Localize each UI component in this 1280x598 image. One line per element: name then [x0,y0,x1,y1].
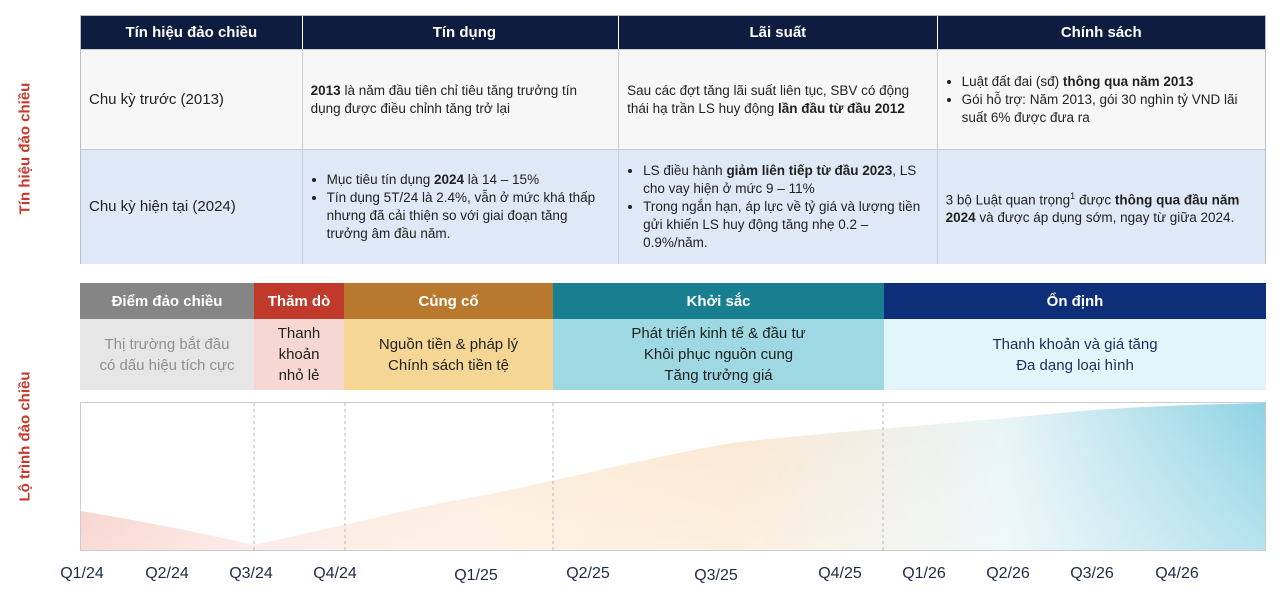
header-rate: Lãi suất [619,16,938,49]
list-item: Tín dụng 5T/24 là 2.4%, vẫn ở mức khá th… [327,189,610,243]
tick-label: Q1/25 [454,567,498,584]
tick-label: Q4/25 [818,565,862,582]
roadmap-area-svg [81,403,1265,550]
header-policy: Chính sách [1060,24,1142,41]
policy-cell-2013: Luật đất đai (sđ) thông qua năm 2013 Gói… [938,50,1265,149]
list-item: Luật đất đai (sđ) thông qua năm 2013 [962,73,1257,91]
list-item: LS điều hành giảm liên tiếp từ đầu 2023,… [643,162,928,198]
list-item: Mục tiêu tín dụng 2024 là 14 – 15% [327,171,610,189]
list-item: Gói hỗ trợ: Năm 2013, gói 30 nghìn tỷ VN… [962,91,1257,127]
stage-title: Thăm dò [254,283,344,319]
tick-label: Q4/26 [1155,565,1199,582]
row-label-2013: Chu kỳ trước (2013) [81,50,303,149]
tick-label: Q1/24 [60,565,104,582]
policy-cell-2024: 3 bộ Luật quan trọng1 được thông qua đầu… [945,190,1240,226]
stage-body: Thanh khoản nhỏ lẻ [254,319,344,390]
tick-label: Q2/25 [566,565,610,582]
stage-body: Thanh khoản và giá tăng Đa dạng loại hình [884,319,1266,390]
stage-body: Phát triển kinh tế & đầu tư Khôi phục ngu… [553,319,884,390]
rate-cell-2013: Sau các đợt tăng lãi suất liên tục, SBV … [619,50,938,149]
list-item: Trong ngắn hạn, áp lực về tỷ giá và lượn… [643,198,928,252]
header-credit: Tín dụng [303,16,620,49]
stage-title: Củng cố [344,283,553,319]
header-signal: Tín hiệu đảo chiều [81,16,303,49]
credit-cell-2013: 2013 là năm đầu tiên chỉ tiêu tăng trưởn… [303,50,620,149]
rate-cell-2024: LS điều hành giảm liên tiếp từ đầu 2023,… [619,150,938,264]
tick-label: Q2/26 [986,565,1030,582]
tick-label: Q3/26 [1070,565,1114,582]
row-label-2024: Chu kỳ hiện tại (2024) [81,150,303,264]
stage-body: Nguồn tiền & pháp lý Chính sách tiền tệ [344,319,553,390]
signals-table: Tín hiệu đảo chiều Tín dụng Lãi suất Chí… [80,15,1266,264]
tick-label: Q1/26 [902,565,946,582]
tick-label: Q2/24 [145,565,189,582]
roadmap-chart [80,402,1266,551]
roadmap-side-label: Lộ trình đảo chiều [16,371,34,502]
stage-title: Ổn định [884,283,1266,319]
stage-title: Khởi sắc [553,283,884,319]
stage-turning-point: Điểm đảo chiều Thị trường bắt đầu có dấu … [80,283,254,390]
stage-consolidate: Củng cố Nguồn tiền & pháp lý Chính sách t… [344,283,553,390]
signals-side-label: Tín hiệu đảo chiều [16,82,34,215]
stage-recovery: Khởi sắc Phát triển kinh tế & đầu tư Khôi… [553,283,884,390]
tick-label: Q3/25 [694,567,738,584]
tick-label: Q3/24 [229,565,273,582]
table-row-2024: Chu kỳ hiện tại (2024) Mục tiêu tín dụng… [81,149,1265,264]
table-row-2013: Chu kỳ trước (2013) 2013 là năm đầu tiên… [81,49,1265,149]
tick-label: Q4/24 [313,565,357,582]
stage-title: Điểm đảo chiều [80,283,254,319]
stage-probe: Thăm dò Thanh khoản nhỏ lẻ [254,283,344,390]
credit-cell-2024: Mục tiêu tín dụng 2024 là 14 – 15% Tín d… [303,150,620,264]
table-header-row: Tín hiệu đảo chiều Tín dụng Lãi suất Chí… [81,16,1265,49]
stage-body: Thị trường bắt đầu có dấu hiệu tích cực [80,319,254,390]
stage-stable: Ổn định Thanh khoản và giá tăng Đa dạng l… [884,283,1266,390]
